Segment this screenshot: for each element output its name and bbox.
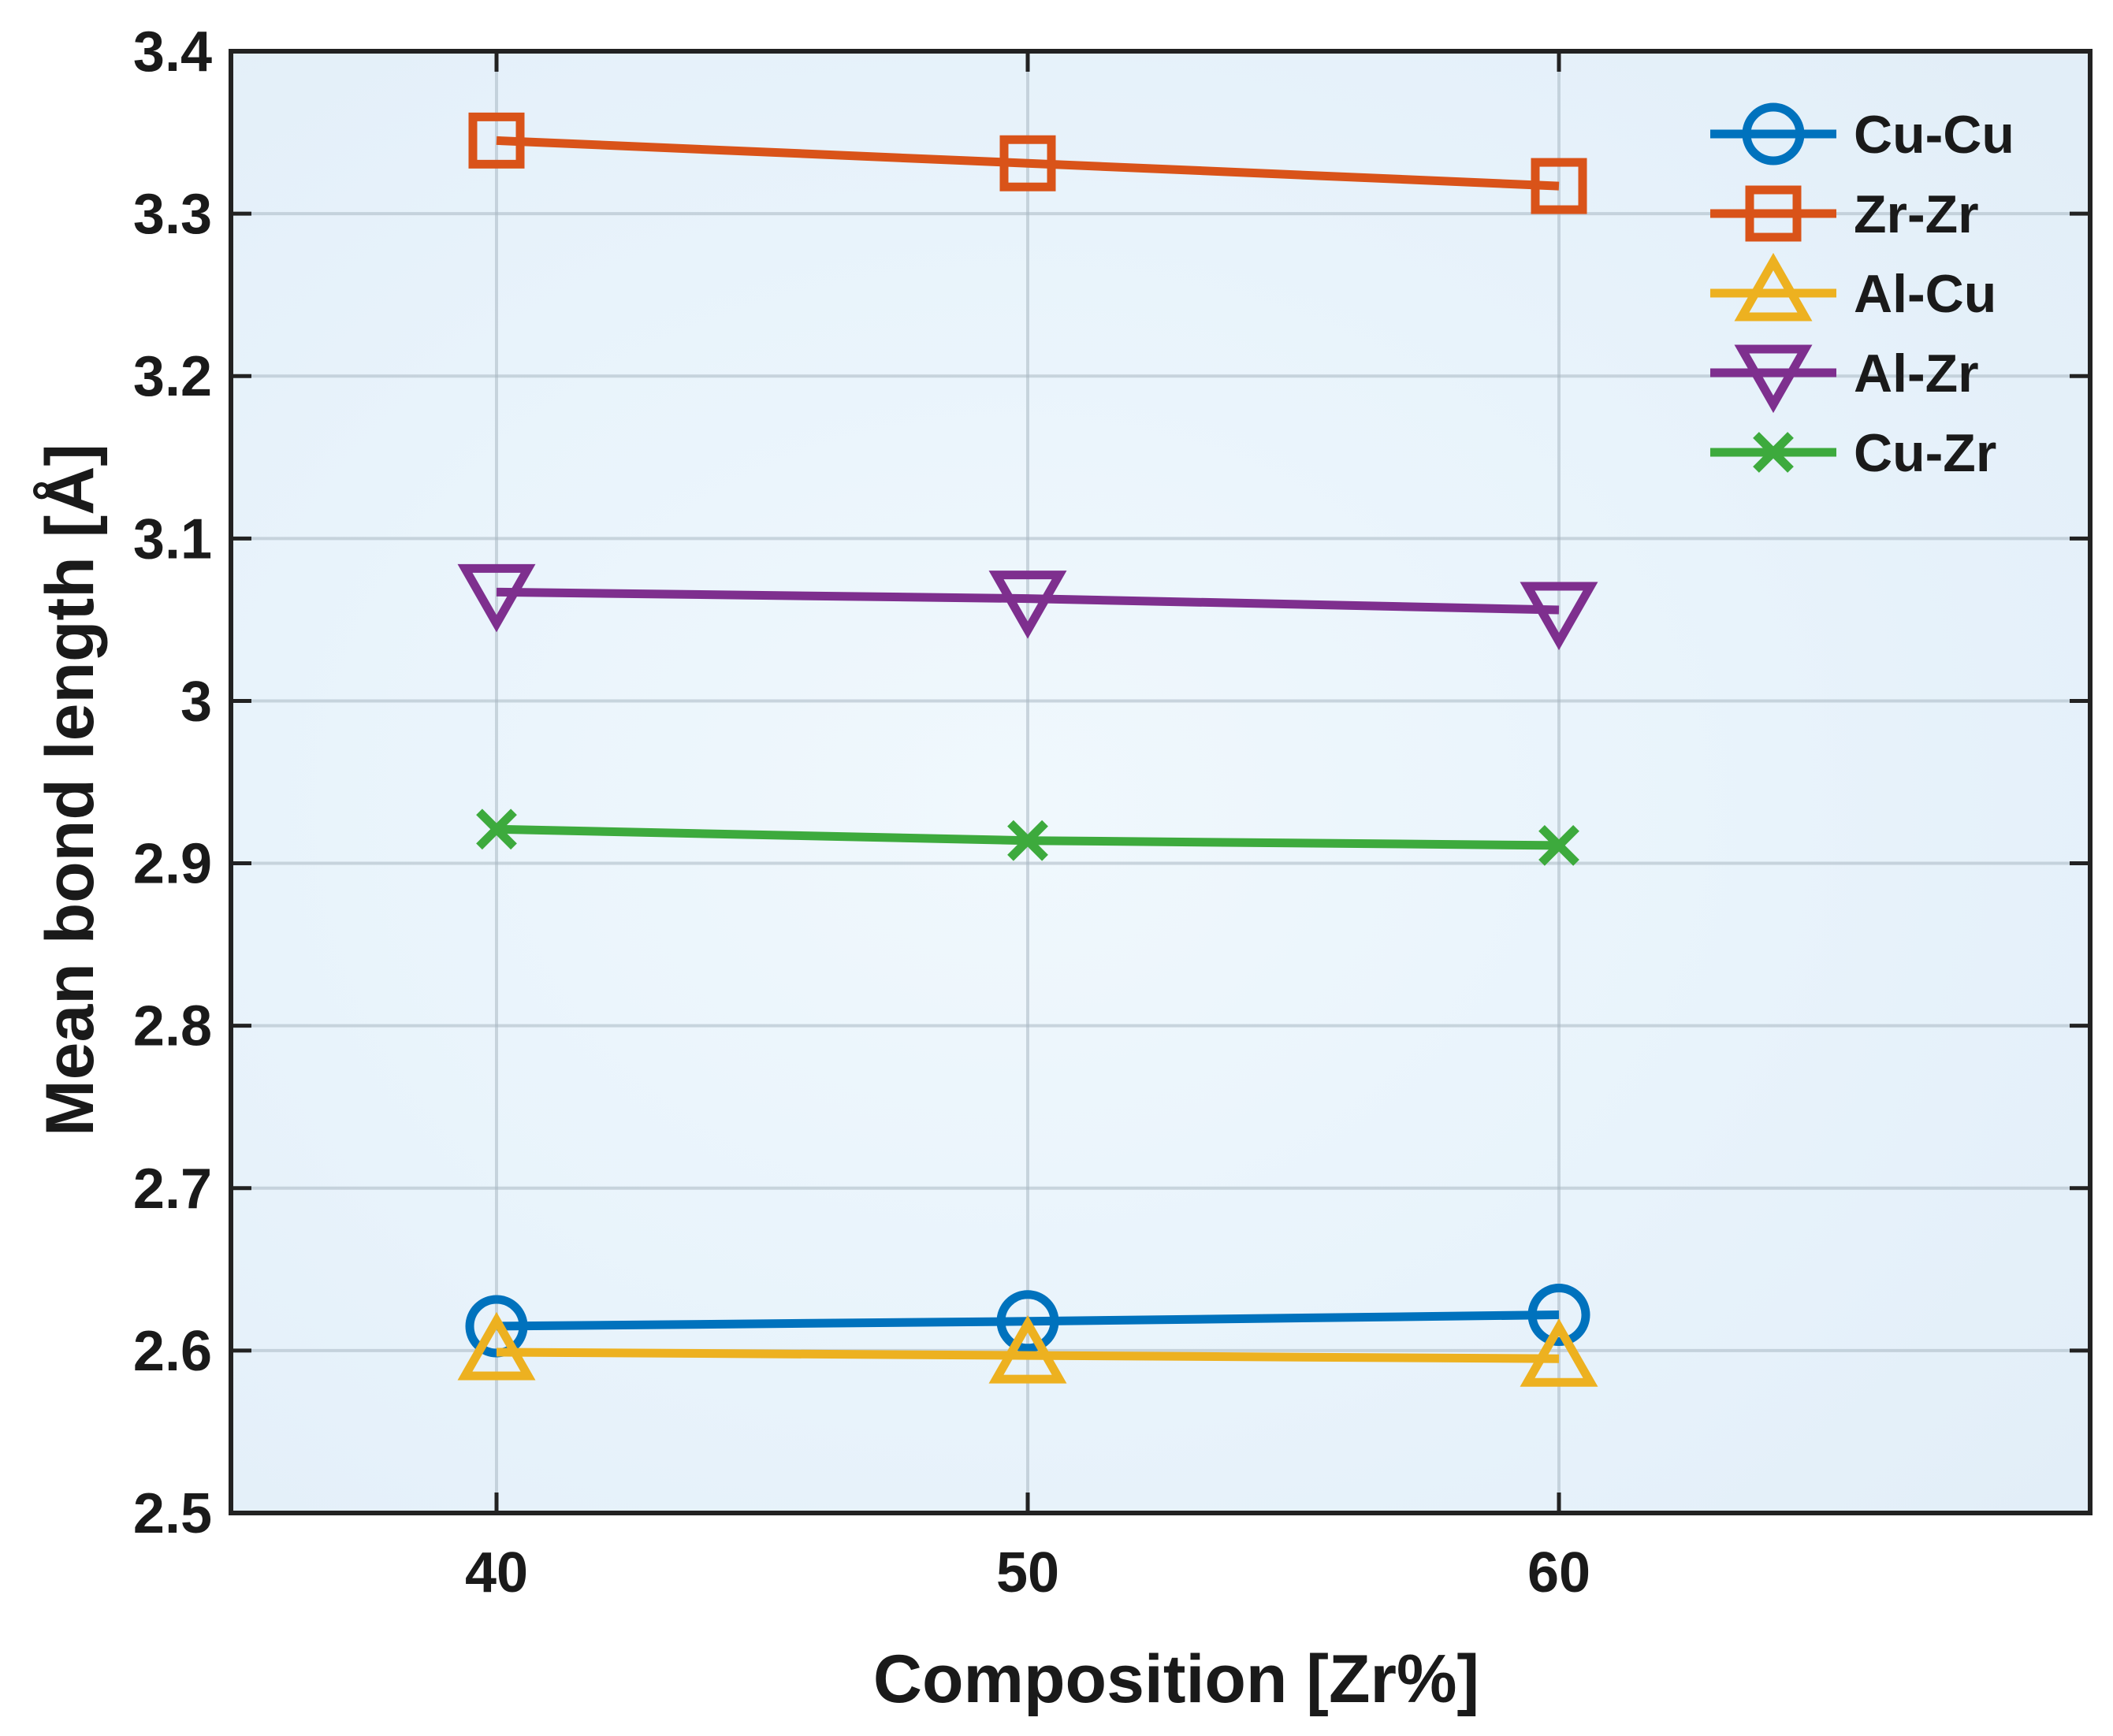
x-tick-label: 50 [996, 1541, 1059, 1604]
legend: Cu-Cu Zr-Zr Al-Cu Al-Zr Cu-Zr [1710, 102, 2014, 483]
legend-item-cu-zr: Cu-Zr [1710, 423, 1996, 483]
legend-label: Cu-Zr [1854, 423, 1996, 483]
data-point-al-zr [457, 563, 536, 633]
data-point-cu-zr [1538, 824, 1579, 866]
y-tick-label: 3.4 [133, 20, 212, 84]
data-point-cu-cu [996, 1290, 1059, 1353]
legend-label: Cu-Cu [1854, 105, 2014, 165]
legend-marker [1753, 432, 1794, 473]
plot-area [231, 51, 2090, 1513]
legend-marker [1734, 252, 1813, 322]
y-tick-labels: 2.5 2.6 2.7 2.8 2.9 3 3.1 3.2 3.3 3.4 [133, 20, 212, 1545]
data-point-al-cu [1520, 1318, 1598, 1387]
series-cu-zr [476, 809, 1579, 866]
data-point-al-zr [988, 571, 1067, 639]
series-line-zr-zr [496, 136, 1560, 191]
y-tick-label: 2.7 [133, 1158, 212, 1221]
x-tick-label: 60 [1527, 1541, 1590, 1604]
data-point-al-zr [1520, 582, 1598, 651]
series-layer [457, 112, 1598, 1387]
legend-marker [1734, 344, 1813, 414]
data-point-cu-zr-stroke [1538, 824, 1579, 866]
data-point-zr-zr [1531, 158, 1587, 214]
y-tick-label: 3.2 [133, 345, 212, 408]
y-tick-label: 3.3 [133, 183, 212, 246]
legend-marker [1745, 185, 1802, 242]
y-tick-label: 2.9 [133, 833, 212, 896]
data-point-cu-zr [1007, 820, 1048, 861]
plot-frame [229, 49, 2093, 1515]
y-tick-label: 3.1 [133, 507, 212, 571]
x-axis-title: Composition [Zr%] [873, 1641, 1479, 1717]
series-zr-zr [468, 112, 1587, 214]
data-point-cu-zr [476, 809, 517, 850]
y-tick-label: 2.6 [133, 1320, 212, 1383]
series-line-al-zr [496, 587, 1560, 615]
legend-marker [1742, 102, 1805, 165]
legend-marker-stroke [1753, 432, 1794, 473]
legend-label: Al-Cu [1854, 264, 1996, 324]
data-point-al-cu [988, 1314, 1067, 1384]
legend-label: Al-Zr [1854, 344, 1979, 403]
legend-item-cu-cu: Cu-Cu [1710, 102, 2014, 165]
data-point-al-cu [457, 1311, 536, 1381]
data-point-cu-zr-stroke [1007, 820, 1048, 861]
legend-item-al-zr: Al-Zr [1710, 344, 1979, 414]
data-point-zr-zr [999, 135, 1056, 191]
legend-label: Zr-Zr [1854, 184, 1979, 244]
y-axis-title: Mean bond length [Å] [32, 444, 108, 1136]
series-al-zr [457, 563, 1598, 651]
legend-item-al-cu: Al-Cu [1710, 252, 1996, 324]
x-tick-label: 40 [465, 1541, 528, 1604]
data-point-zr-zr [468, 112, 525, 169]
y-tick-label: 2.8 [133, 995, 212, 1058]
y-tick-label: 3 [180, 670, 212, 733]
data-point-cu-zr-stroke [476, 809, 517, 850]
data-point-cu-cu [1527, 1284, 1590, 1347]
y-tick-label: 2.5 [133, 1482, 212, 1545]
legend-item-zr-zr: Zr-Zr [1710, 184, 1979, 244]
series-al-cu [457, 1311, 1598, 1387]
series-line-al-cu [496, 1348, 1560, 1363]
x-tick-labels: 40 50 60 [465, 1541, 1590, 1604]
